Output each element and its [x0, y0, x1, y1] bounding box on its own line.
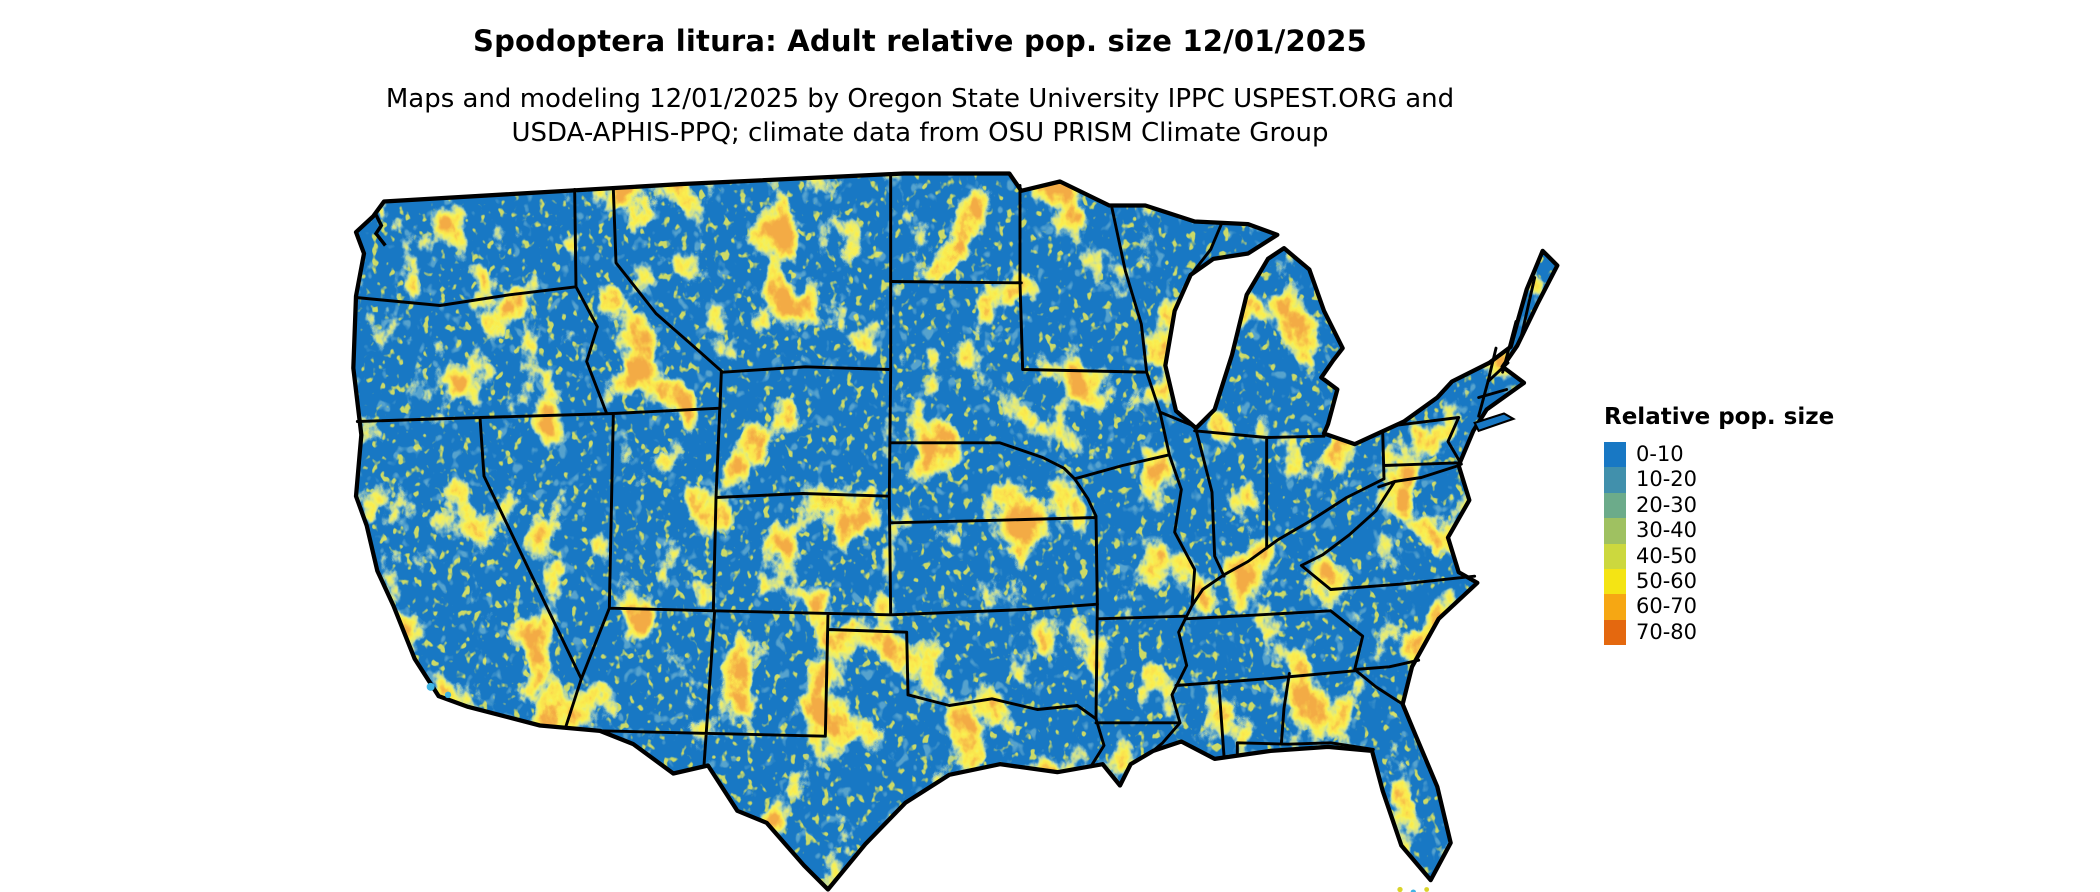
legend: Relative pop. size 0-10 10-20 20-30 30-4…: [1604, 404, 1835, 646]
state-borders-east: [1174, 276, 1537, 758]
legend-row: 40-50: [1604, 543, 1834, 569]
legend-row: 70-80: [1604, 619, 1834, 646]
legend-row: 10-20: [1604, 467, 1834, 493]
channel-island: [426, 682, 435, 691]
state-borders: [354, 172, 1537, 769]
puget-sound: [373, 214, 387, 247]
long-island: [1473, 412, 1516, 433]
florida-key: [1410, 889, 1416, 892]
legend-title: Relative pop. size: [1604, 404, 1835, 430]
us-map-svg: [351, 171, 1560, 892]
legend-row: 20-30: [1604, 492, 1834, 519]
legend-row: 60-70: [1604, 594, 1834, 620]
legend-label: 0-10: [1636, 442, 1684, 466]
legend-row: 30-40: [1604, 518, 1834, 544]
legend-swatch: [1604, 619, 1626, 646]
legend-label: 40-50: [1636, 543, 1698, 568]
map-subtitle-line2: USDA-APHIS-PPQ; climate data from OSU PR…: [511, 118, 1329, 148]
legend-label: 10-20: [1636, 467, 1698, 492]
legend-label: 20-30: [1636, 492, 1698, 517]
florida-key: [1424, 887, 1430, 892]
florida-key: [1397, 886, 1403, 892]
map-subtitle: Maps and modeling 12/01/2025 by Oregon S…: [230, 82, 1610, 150]
state-borders-central: [889, 184, 1223, 769]
state-borders-west: [354, 172, 1099, 767]
legend-swatch: [1604, 594, 1626, 620]
legend-swatch: [1604, 518, 1626, 544]
legend-swatch: [1604, 467, 1626, 493]
legend-swatch: [1604, 543, 1626, 569]
legend-label: 50-60: [1636, 568, 1698, 593]
population-speckle-overlay: [353, 173, 1558, 890]
legend-label: 30-40: [1636, 518, 1698, 543]
legend-swatch: [1604, 442, 1626, 468]
legend-swatch: [1604, 568, 1626, 595]
us-outline: [351, 171, 1560, 892]
legend-label: 60-70: [1636, 594, 1698, 619]
legend-label: 70-80: [1636, 619, 1698, 644]
legend-row: 50-60: [1604, 568, 1834, 595]
us-map: [280, 148, 1560, 892]
legend-row: 0-10: [1604, 442, 1834, 468]
map-title: Spodoptera litura: Adult relative pop. s…: [473, 24, 1367, 58]
map-subtitle-line1: Maps and modeling 12/01/2025 by Oregon S…: [385, 84, 1455, 114]
legend-swatch: [1604, 492, 1626, 519]
channel-island: [444, 691, 452, 699]
